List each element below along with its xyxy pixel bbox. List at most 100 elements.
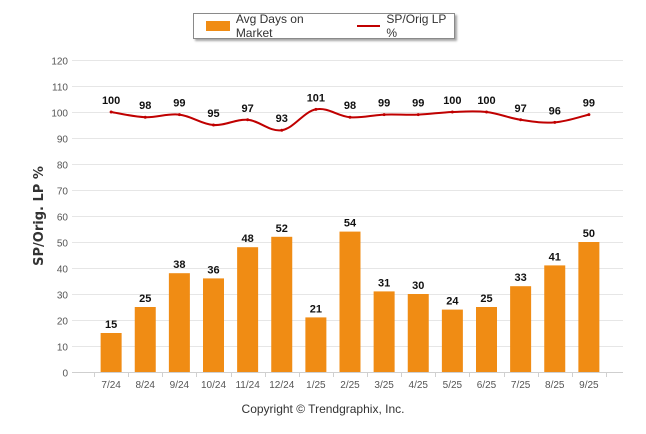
y-tick-label: 60: [57, 213, 69, 224]
bar: [100, 333, 122, 372]
bar-data-label: 24: [446, 296, 459, 308]
y-tick-label: 40: [57, 265, 69, 276]
line-point: [450, 110, 454, 114]
bar-data-label: 54: [344, 218, 357, 230]
bar-data-labels: 15 25 38 36 48 52 21 54 31 30 24 25 33 41 50: [105, 218, 595, 331]
legend-label-days-on-market: Avg Days on Market: [235, 12, 304, 40]
chart-legend: Avg Days on Market SP/Orig LP %: [193, 12, 455, 40]
line-data-labels: 100 98 99 95 97 93 101 98 99 99 100 100 97 96 99: [102, 92, 595, 125]
x-tick-label: 11/24: [235, 380, 260, 391]
bar-data-label: 52: [276, 223, 288, 235]
bar-data-label: 41: [549, 251, 561, 263]
bar-data-label: 38: [173, 259, 185, 271]
line-data-label: 98: [344, 100, 356, 112]
x-tick-label: 1/25: [306, 380, 326, 391]
line-data-label: 99: [583, 98, 595, 110]
x-tick-label: 8/25: [545, 380, 565, 391]
bar: [168, 273, 190, 372]
line-data-label: 99: [173, 98, 185, 110]
bar-data-label: 36: [207, 264, 219, 276]
line-data-label: 97: [242, 103, 254, 115]
legend-label-sp-orig-lp: SP/Orig LP %: [386, 12, 447, 40]
line-point: [246, 118, 250, 122]
bar: [476, 307, 497, 372]
x-tick-label: 4/25: [409, 380, 429, 391]
line-point: [212, 123, 215, 127]
bar-data-label: 25: [139, 293, 151, 305]
line-point: [280, 128, 284, 132]
y-tick-label: 70: [57, 187, 69, 198]
line-data-label: 100: [477, 95, 495, 107]
bar-data-label: 48: [242, 233, 254, 245]
legend-swatch-bar: [206, 21, 230, 31]
bar: [237, 247, 259, 372]
bar: [271, 236, 293, 372]
y-axis-ticks: 0 10 20 30 40 50 60 70 80 90 100 110 120: [51, 57, 68, 380]
bar-data-label: 21: [310, 303, 322, 315]
bar: [441, 309, 463, 372]
line-series: [109, 107, 591, 132]
line-data-label: 100: [443, 95, 461, 107]
x-tick-label: 5/25: [443, 380, 463, 391]
line-point: [553, 120, 557, 124]
line-point: [109, 110, 113, 114]
x-tick-label: 9/24: [170, 380, 190, 391]
y-tick-label: 20: [57, 317, 69, 328]
bar-data-label: 30: [412, 280, 424, 292]
bar: [544, 265, 566, 372]
line-data-label: 101: [307, 92, 325, 104]
copyright-text: Copyright © Trendgraphix, Inc.: [241, 402, 405, 416]
y-tick-label: 80: [57, 161, 69, 172]
x-tick-label: 9/25: [579, 380, 599, 391]
line-point: [587, 113, 591, 117]
y-axis-label: SP/Orig. LP %: [32, 166, 47, 266]
x-tick-label: 3/25: [374, 380, 394, 391]
x-tick-label: 6/25: [477, 380, 497, 391]
bar: [339, 231, 361, 372]
line-point: [177, 113, 181, 117]
x-tick-label: 8/24: [136, 380, 156, 391]
line-data-label: 99: [378, 98, 390, 110]
bar-data-label: 15: [105, 319, 117, 331]
line-data-label: 98: [139, 100, 151, 112]
y-tick-label: 0: [62, 369, 68, 380]
y-tick-label: 100: [51, 109, 68, 120]
line-data-label: 99: [412, 98, 424, 110]
line-data-label: 93: [276, 113, 288, 125]
y-tick-label: 30: [57, 291, 69, 302]
x-tick-label: 7/24: [101, 380, 121, 391]
bar-data-label: 50: [583, 228, 595, 240]
y-tick-label: 90: [57, 135, 69, 146]
line-data-label: 100: [102, 95, 120, 107]
bar: [203, 278, 224, 372]
x-tick-label: 10/24: [201, 380, 226, 391]
bar-data-label: 25: [480, 293, 492, 305]
bar-series: [100, 231, 600, 372]
bar: [134, 307, 156, 372]
y-tick-label: 50: [57, 239, 69, 250]
line-point: [416, 113, 420, 117]
line-point: [143, 115, 147, 119]
line-point: [382, 113, 386, 117]
legend-swatch-line: [356, 25, 381, 27]
line-data-label: 95: [207, 108, 219, 120]
bar-data-label: 31: [378, 277, 390, 289]
line-data-label: 96: [549, 105, 561, 117]
bar-data-label: 33: [515, 272, 527, 284]
line-point: [519, 118, 523, 122]
bar: [407, 294, 429, 372]
bar: [305, 317, 327, 372]
bar: [373, 291, 395, 372]
line-point: [485, 110, 488, 114]
bar: [510, 286, 532, 372]
x-tick-label: 12/24: [269, 380, 294, 391]
line-point: [348, 115, 352, 119]
line-point: [314, 107, 318, 111]
line-data-label: 97: [515, 103, 527, 115]
x-axis: 7/24 8/24 9/24 10/24 11/24 12/24 1/25 2/25 3/25 4…: [94, 372, 607, 391]
x-tick-label: 7/25: [511, 380, 531, 391]
y-tick-label: 120: [51, 57, 68, 68]
x-tick-label: 2/25: [340, 380, 360, 391]
y-tick-label: 110: [52, 83, 68, 94]
